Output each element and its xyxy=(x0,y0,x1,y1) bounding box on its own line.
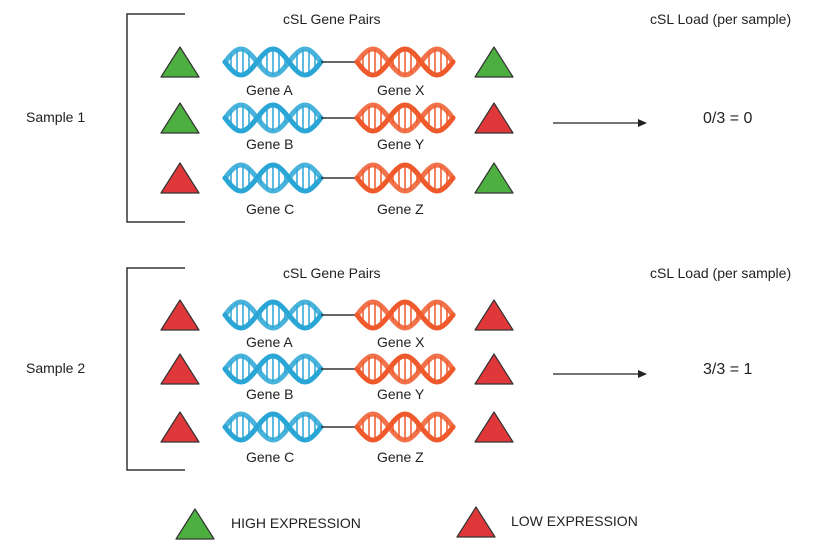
panel-1-pair-3-left-dna-icon xyxy=(222,162,324,194)
panel-2-pairs-title: cSL Gene Pairs xyxy=(283,265,381,281)
panel-2-pair-2-left-dna-icon xyxy=(222,353,324,385)
panel-2-pair-2-left-gene: Gene B xyxy=(246,386,294,402)
panel-1-pair-1-left-gene: Gene A xyxy=(246,82,293,98)
panel-2-load-title: cSL Load (per sample) xyxy=(650,265,792,281)
panel-1-bracket xyxy=(126,13,185,223)
panel-1-load-value: 0/3 = 0 xyxy=(703,110,753,127)
legend-low-label: LOW EXPRESSION xyxy=(511,513,638,529)
panel-2-sample-label: Sample 2 xyxy=(26,360,86,376)
panel-1-pair-3-right-dna-icon xyxy=(354,162,456,194)
panel-2-pair-2-right-gene: Gene Y xyxy=(377,386,425,402)
panel-1-pair-2-left-expression-triangle xyxy=(160,102,200,134)
panel-1-pair-3-left-expression-triangle xyxy=(160,162,200,194)
panel-1-pair-1-right-expression-triangle xyxy=(474,46,514,78)
panel-2-pair-3-left-gene: Gene C xyxy=(246,449,295,465)
panel-2-pair-1-left-dna-icon xyxy=(222,299,324,331)
legend-high-label: HIGH EXPRESSION xyxy=(231,515,361,531)
panel-2-pair-1-right-expression-triangle xyxy=(474,299,514,331)
panel-2-load-value: 3/3 = 1 xyxy=(703,361,753,378)
panel-2-pair-2-right-expression-triangle xyxy=(474,353,514,385)
panel-1-pairs-title: cSL Gene Pairs xyxy=(283,11,381,27)
panel-2-pair-3-right-dna-icon xyxy=(354,411,456,443)
panel-1-pair-3-right-expression-triangle xyxy=(474,162,514,194)
panel-2-pair-1-right-dna-icon xyxy=(354,299,456,331)
panel-1-pair-1-right-dna-icon xyxy=(354,46,456,78)
panel-1-pair-2-left-gene: Gene B xyxy=(246,136,294,152)
panel-1-pair-2-right-dna-icon xyxy=(354,102,456,134)
panel-1-pair-3-left-gene: Gene C xyxy=(246,201,295,217)
panel-2-pair-2-right-dna-icon xyxy=(354,353,456,385)
panel-2-pair-3-left-expression-triangle xyxy=(160,411,200,443)
panel-2-pair-2-left-expression-triangle xyxy=(160,353,200,385)
panel-1-pair-2-left-dna-icon xyxy=(222,102,324,134)
legend-low-triangle xyxy=(456,506,496,538)
panel-2-pair-3-left-dna-icon xyxy=(222,411,324,443)
panel-2-pair-3-right-expression-triangle xyxy=(474,411,514,443)
panel-2-pair-1-left-gene: Gene A xyxy=(246,334,293,350)
panel-1-sample-label: Sample 1 xyxy=(26,109,86,125)
panel-1-pair-1-right-gene: Gene X xyxy=(377,82,425,98)
panel-1-pair-3-right-gene: Gene Z xyxy=(377,201,424,217)
panel-1-pair-1-left-expression-triangle xyxy=(160,46,200,78)
panel-1-load-title: cSL Load (per sample) xyxy=(650,11,792,27)
panel-1-load-arrow xyxy=(553,119,647,127)
panel-2-pair-1-left-expression-triangle xyxy=(160,299,200,331)
panel-2-pair-1-right-gene: Gene X xyxy=(377,334,425,350)
panel-2-load-arrow xyxy=(553,370,647,378)
panel-1-pair-2-right-expression-triangle xyxy=(474,102,514,134)
legend-high-triangle xyxy=(175,508,215,540)
panel-2-pair-3-right-gene: Gene Z xyxy=(377,449,424,465)
panel-2-bracket xyxy=(126,267,185,471)
panel-1-pair-2-right-gene: Gene Y xyxy=(377,136,425,152)
panel-1-pair-1-left-dna-icon xyxy=(222,46,324,78)
